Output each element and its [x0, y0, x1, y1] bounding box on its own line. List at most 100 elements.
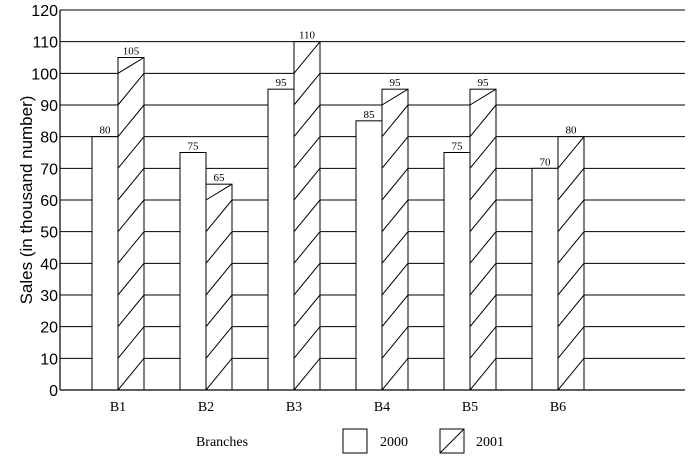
legend-swatch — [342, 428, 368, 454]
bar-hatch-line — [293, 136, 321, 169]
bar-2001-B2 — [205, 183, 233, 391]
bar-hatch-line — [557, 358, 585, 391]
bars-group — [91, 41, 585, 391]
bar-hatch-line — [117, 73, 145, 106]
bar — [179, 152, 207, 391]
bar-hatch-line — [117, 104, 145, 137]
bar-hatch-line — [381, 263, 409, 296]
bar-hatch-line — [469, 231, 497, 264]
bar-hatch-line — [117, 231, 145, 264]
x-category-label: B2 — [198, 400, 214, 415]
bar-hatch-line — [557, 199, 585, 232]
bar-hatch-line — [205, 231, 233, 264]
y-tick-label: 40 — [40, 256, 58, 273]
bar-hatch-line — [205, 294, 233, 327]
y-tick-label: 120 — [31, 3, 58, 20]
bar-2001-B3 — [293, 41, 321, 391]
bar-hatch-line — [381, 88, 409, 106]
bar-hatch-line — [469, 294, 497, 327]
x-category-label: B6 — [550, 400, 566, 415]
bar — [117, 57, 145, 391]
y-tick-label: 90 — [40, 98, 58, 115]
bar — [267, 88, 295, 391]
legend-item-2001: 2001 — [439, 428, 504, 454]
bar-hatch-line — [293, 41, 321, 74]
bar-hatch-line — [381, 136, 409, 169]
bar-hatch-line — [293, 326, 321, 359]
bar-2000-B1 — [91, 136, 119, 391]
y-axis-ticks: 0 10 20 30 40 50 60 70 80 90 100 110 120 — [31, 3, 58, 400]
bar-hatch-line — [557, 136, 585, 169]
y-tick-label: 50 — [40, 225, 58, 242]
bar-hatch-line — [117, 136, 145, 169]
bar — [381, 88, 409, 391]
bar-hatch-line — [381, 294, 409, 327]
bar-2001-B4 — [381, 88, 409, 391]
bar-value-label: 95 — [478, 77, 490, 89]
bar-value-label: 75 — [188, 141, 200, 153]
bar — [443, 152, 471, 391]
bar — [205, 183, 233, 391]
y-tick-label: 30 — [40, 288, 58, 305]
x-category-label: B1 — [110, 400, 126, 415]
bar — [469, 88, 497, 391]
bar-hatch-line — [381, 358, 409, 391]
bar-hatch-line — [205, 326, 233, 359]
bar-2001-B6 — [557, 136, 585, 391]
x-axis-categories: B1 B2 B3 B4 B5 B6 — [110, 400, 566, 415]
bar-hatch-line — [293, 199, 321, 232]
bar-hatch-line — [469, 263, 497, 296]
axes — [59, 10, 685, 391]
bar-hatch-line — [557, 231, 585, 264]
x-category-label: B5 — [462, 400, 478, 415]
bar — [91, 136, 119, 391]
bar-value-label: 95 — [390, 77, 402, 89]
bar-hatch-line — [293, 263, 321, 296]
bar-value-label: 65 — [214, 172, 226, 184]
y-tick-label: 70 — [40, 161, 58, 178]
bar-value-label: 75 — [452, 141, 464, 153]
legend-item-2000: 2000 — [342, 428, 408, 454]
bar-hatch-line — [469, 136, 497, 169]
bar-hatch-line — [117, 263, 145, 296]
y-tick-label: 20 — [40, 320, 58, 337]
legend-hatch-line — [439, 428, 465, 454]
bar-hatch-line — [117, 358, 145, 391]
data-labels-group: 80 105 75 65 95 110 85 95 75 95 70 80 — [100, 30, 578, 185]
bar-hatch-line — [293, 73, 321, 106]
bar-hatch-line — [205, 263, 233, 296]
bar-hatch-line — [381, 104, 409, 137]
bar-hatch-line — [381, 168, 409, 201]
bar-hatch-line — [469, 199, 497, 232]
y-tick-label: 110 — [32, 35, 58, 52]
bar-2000-B5 — [443, 152, 471, 391]
y-tick-label: 10 — [40, 351, 58, 368]
bar-value-label: 80 — [100, 125, 112, 137]
bar-hatch-line — [293, 294, 321, 327]
bar-hatch-line — [557, 294, 585, 327]
bar-hatch-line — [381, 326, 409, 359]
bar-hatch-line — [469, 168, 497, 201]
legend-label: 2000 — [380, 435, 408, 450]
bar-value-label: 105 — [123, 46, 140, 58]
bar-hatch-line — [205, 358, 233, 391]
bar-2000-B4 — [355, 120, 383, 391]
bar-value-label: 85 — [364, 109, 376, 121]
x-category-label: B3 — [286, 400, 302, 415]
y-tick-label: 80 — [40, 130, 58, 147]
bar-hatch-line — [117, 326, 145, 359]
bar-2000-B2 — [179, 152, 207, 391]
bar-hatch-line — [293, 231, 321, 264]
y-tick-label: 100 — [31, 66, 58, 83]
bar-hatch-line — [469, 326, 497, 359]
bar-hatch-line — [557, 263, 585, 296]
bar-hatch-line — [117, 57, 145, 74]
bar-value-label: 80 — [566, 125, 578, 137]
x-category-label: B4 — [374, 400, 390, 415]
bar-hatch-line — [205, 199, 233, 232]
bar-hatch-line — [293, 358, 321, 391]
bar-value-label: 110 — [299, 30, 316, 42]
legend: 2000 2001 — [342, 428, 504, 454]
bar-hatch-line — [469, 358, 497, 391]
bar-value-label: 70 — [540, 156, 552, 168]
